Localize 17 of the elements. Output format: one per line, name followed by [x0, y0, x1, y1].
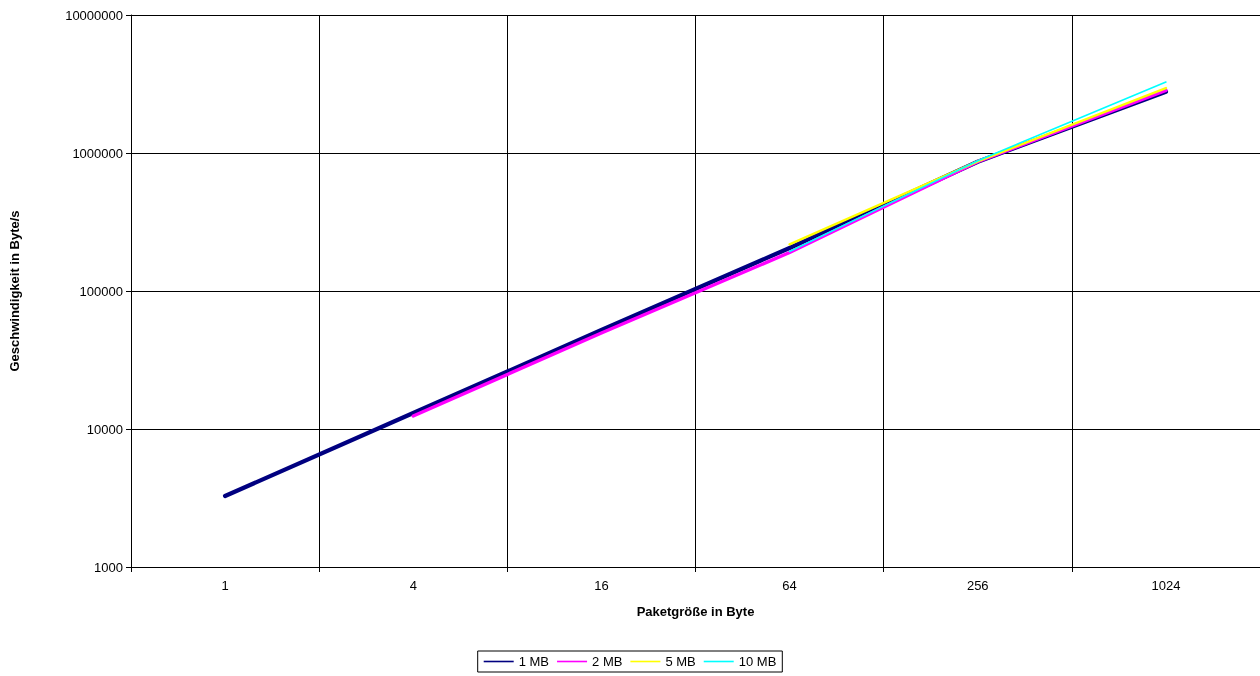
x-tick-label: 256 [966, 578, 989, 593]
y-tick-label: 100000 [79, 283, 123, 299]
y-tick-label: 1000 [94, 559, 123, 575]
legend-label: 1 MB [518, 654, 550, 669]
y-tick-label: 10000000 [65, 7, 123, 23]
x-tick-label: 64 [782, 578, 797, 593]
legend-label: 10 MB [738, 654, 777, 669]
y-tick-label: 1000000 [72, 145, 123, 161]
x-tick-label: 16 [594, 578, 609, 593]
x-tick-label: 4 [409, 578, 417, 593]
x-tick-label: 1024 [1151, 578, 1181, 593]
y-tick-label: 10000 [86, 421, 123, 437]
legend-label: 5 MB [665, 654, 696, 669]
legend-label: 2 MB [592, 654, 623, 669]
x-tick-label: 1 [221, 578, 229, 593]
x-axis-title: Paketgröße in Byte [636, 604, 755, 619]
y-axis-title: Geschwindigkeit in Byte/s [7, 210, 22, 372]
